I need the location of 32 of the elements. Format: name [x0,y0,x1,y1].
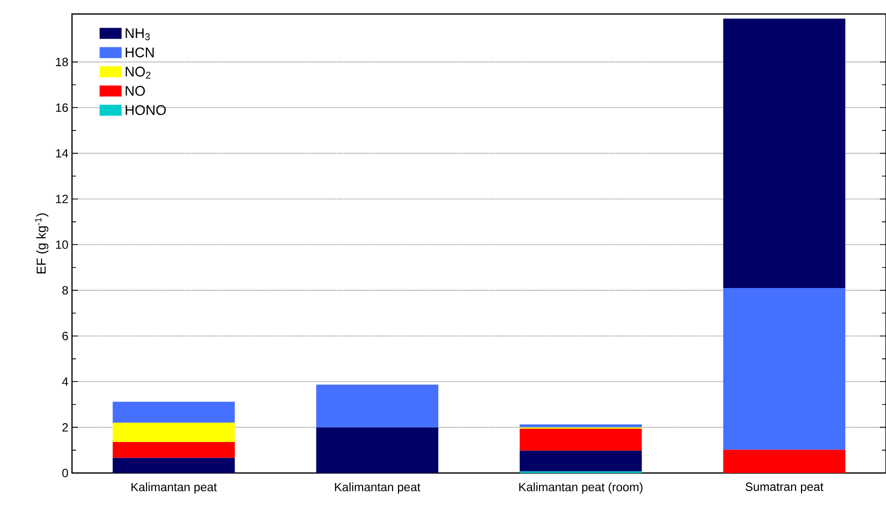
x-tick-label: Sumatran peat [746,482,824,494]
y-axis-title: EF (g kg$^{-1}$) [35,213,48,274]
legend-label: HONO [126,105,166,116]
x-tick-label: Kalimantan peat [335,482,420,494]
bar [723,18,846,288]
bar [316,427,438,473]
y-tick-label: 18 [56,58,68,66]
bar [112,458,235,473]
y-tick-label: 16 [56,103,68,112]
legend-label: NH$_{3}$ [126,28,150,40]
legend-label: HCN [126,47,154,58]
bar [112,422,235,442]
y-tick-label: 4 [62,378,68,386]
y-tick-label: 6 [62,332,68,340]
bar [112,442,235,458]
y-tick-label: 8 [62,286,68,295]
bar [520,428,642,451]
y-tick-label: 2 [62,423,68,432]
x-tick-label: Kalimantan peat [132,482,217,494]
bar [520,424,642,428]
y-tick-label: 10 [56,240,68,249]
y-tick-label: 0 [62,468,68,478]
y-tick-label: 12 [56,194,68,204]
x-tick-label: Kalimantan peat (room) [519,482,642,494]
legend-label: NO [126,86,145,96]
bar [316,384,438,428]
bar [112,402,235,423]
bar [723,450,846,473]
bar [520,450,642,472]
legend-label: NO$_{2}$ [126,66,150,79]
bar [723,288,846,450]
y-tick-label: 14 [56,149,68,158]
